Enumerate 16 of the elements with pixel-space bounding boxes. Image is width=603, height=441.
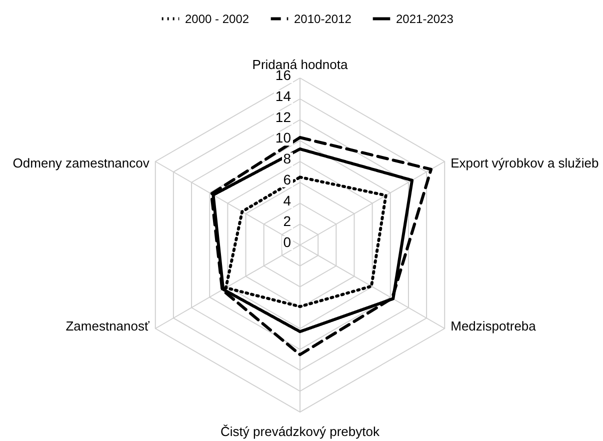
y-tick-label: 14: [275, 88, 292, 104]
y-tick-label: 4: [283, 192, 292, 208]
spoke-label: Export výrobkov a služieb: [450, 156, 599, 170]
spoke-label: Odmeny zamestnancov: [12, 156, 150, 170]
y-tick-label: 12: [275, 108, 292, 125]
y-tick-label: 6: [283, 171, 292, 188]
y-tick-label: 2: [283, 213, 292, 230]
y-tick-label: 0: [283, 234, 292, 250]
spoke-label: Čistý prevádzkový prebytok: [220, 424, 380, 439]
legend-label: 2021-2023: [396, 12, 454, 26]
spoke-label: Medzispotreba: [450, 318, 537, 334]
y-tick-label: 8: [283, 150, 292, 166]
y-tick-label: 10: [275, 130, 292, 146]
legend-label: 2010-2012: [294, 12, 352, 26]
legend-label: 2000 - 2002: [185, 12, 250, 26]
spoke-label: Zamestnanosť: [66, 318, 150, 334]
